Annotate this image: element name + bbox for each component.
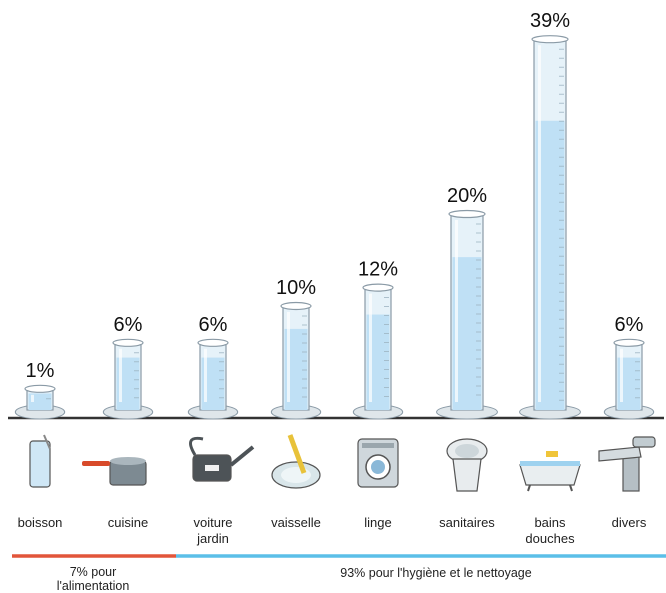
glass-highlight: [287, 312, 290, 402]
machine-window: [371, 460, 385, 474]
cylinder-bains-douches: [519, 35, 581, 420]
category-label-vaisselle: vaisselle: [271, 515, 321, 530]
category-label-boisson: boisson: [18, 515, 63, 530]
cylinder-vaisselle: [270, 301, 322, 420]
tub-foot: [569, 484, 573, 492]
saucepan-icon: [82, 457, 147, 486]
value-label-cuisine: 6%: [114, 314, 143, 336]
glass-highlight: [204, 348, 207, 402]
water-fill-bar: [366, 314, 390, 410]
can-handle: [189, 436, 204, 456]
group-label-alimentation: 7% pour: [70, 565, 117, 579]
cylinder-rim: [448, 209, 486, 219]
tub-water: [520, 461, 580, 466]
brush-handle: [287, 434, 307, 474]
toilet-base: [452, 458, 482, 492]
value-label-bains-douches: 39%: [530, 10, 570, 32]
value-label-divers: 6%: [615, 314, 644, 336]
cylinder-rim: [362, 283, 394, 292]
tub-body: [519, 464, 581, 486]
pan-rim: [110, 457, 146, 465]
washing-machine-icon: [357, 438, 399, 488]
category-label-voiture-jardin: voiture: [193, 515, 232, 530]
value-label-vaisselle: 10%: [276, 277, 316, 299]
cylinder-rim: [112, 338, 144, 347]
cylinder-voiture-jardin: [187, 338, 239, 420]
can-spout: [229, 445, 255, 467]
tub-foot: [527, 484, 531, 492]
category-label-bains-douches: bains: [534, 515, 566, 530]
faucet-spout: [598, 446, 642, 462]
cylinder-rim: [280, 301, 312, 311]
glass-highlight: [369, 293, 372, 402]
value-label-linge: 12%: [358, 259, 398, 281]
glass-highlight: [31, 394, 34, 402]
cylinder-rim: [613, 338, 645, 347]
value-label-voiture-jardin: 6%: [199, 314, 228, 336]
cylinder-divers: [603, 338, 655, 420]
faucet-lever: [632, 436, 656, 448]
straw-shape: [43, 434, 51, 450]
glass-icon: [29, 434, 51, 488]
cylinder-boisson: [14, 384, 66, 420]
cylinder-cuisine: [102, 338, 154, 420]
faucet-column: [622, 456, 640, 492]
group-label-hygiene: 93% pour l'hygiène et le nettoyage: [340, 566, 531, 580]
faucet-icon: [598, 436, 656, 492]
pan-handle: [82, 461, 110, 466]
glass-highlight: [455, 220, 458, 402]
cylinder-sanitaires: [436, 209, 498, 420]
toilet-seat: [455, 444, 479, 458]
cylinder-rim: [531, 35, 569, 44]
category-label-divers: divers: [612, 515, 647, 530]
can-label: [205, 465, 219, 471]
category-label-linge: linge: [364, 515, 391, 530]
plate-sponge-icon: [271, 434, 321, 489]
value-label-boisson: 1%: [26, 360, 55, 382]
tub-duck: [546, 451, 558, 457]
water-fill-bar: [284, 328, 308, 410]
glass-shape: [29, 440, 51, 488]
category-label-bains-douches: douches: [525, 531, 575, 546]
category-label-cuisine: cuisine: [108, 515, 148, 530]
glass-highlight: [119, 348, 122, 402]
glass-highlight: [538, 45, 541, 402]
cylinder-rim: [197, 338, 229, 347]
glass-highlight: [620, 348, 623, 402]
value-label-sanitaires: 20%: [447, 185, 487, 207]
category-label-sanitaires: sanitaires: [439, 515, 495, 530]
water-fill-bar: [28, 393, 52, 410]
cylinder-rim: [24, 384, 56, 393]
water-fill-bar: [201, 357, 225, 410]
toilet-icon: [446, 438, 488, 492]
water-fill-bar: [116, 357, 140, 410]
water-fill-bar: [617, 357, 641, 410]
machine-panel: [362, 443, 394, 448]
category-label-voiture-jardin: jardin: [196, 531, 229, 546]
cylinder-linge: [352, 283, 404, 420]
group-label-alimentation: l'alimentation: [57, 579, 130, 593]
watering-can-icon: [189, 436, 255, 482]
bathtub-icon: [519, 451, 581, 492]
plate-center: [281, 467, 311, 483]
